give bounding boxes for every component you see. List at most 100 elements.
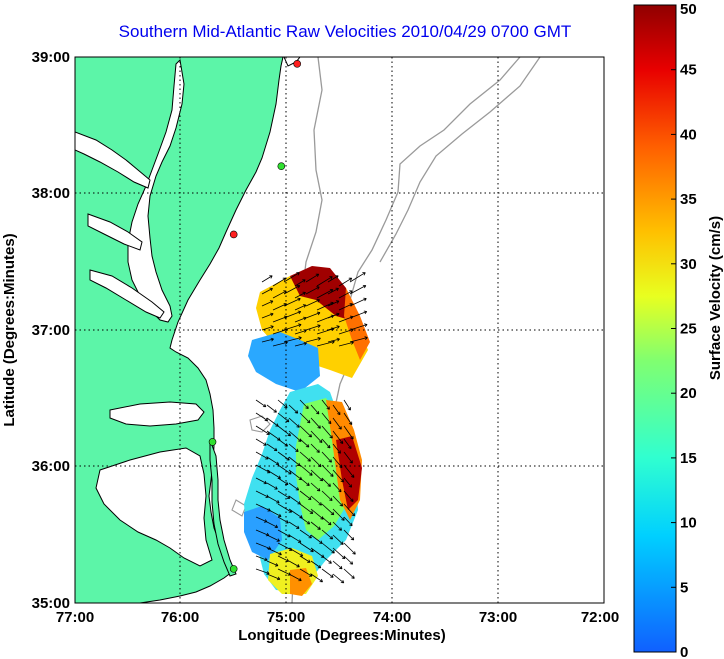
velocity-arrow: [277, 490, 291, 499]
velocity-arrow: [266, 534, 280, 542]
velocity-arrow: [321, 542, 335, 554]
velocity-arrow: [283, 284, 301, 295]
y-axis-ticks: 39:00 38:00 37:00 36:00 35:00: [32, 49, 70, 612]
velocity-arrow: [305, 273, 320, 283]
velocity-arrow: [288, 573, 302, 582]
velocity-arrow: [277, 425, 292, 437]
velocity-arrow: [321, 412, 332, 425]
velocity-arrow: [299, 542, 314, 553]
velocity-arrow: [321, 516, 332, 526]
velocity-arrow: [332, 430, 344, 445]
velocity-arrow: [321, 529, 334, 540]
velocity-arrow: [255, 477, 267, 485]
velocity-arrow: [294, 304, 307, 311]
velocity-arrow: [305, 286, 320, 295]
velocity-arrow: [299, 425, 312, 438]
velocity-arrow: [316, 276, 333, 287]
velocity-arrow: [261, 325, 274, 331]
velocity-arrow: [332, 404, 341, 416]
colorbar-tick-label: 15: [680, 450, 697, 467]
velocity-arrow: [332, 521, 343, 531]
y-tick-label: 37:00: [32, 322, 70, 339]
velocity-arrow: [321, 438, 331, 449]
velocity-arrow: [310, 573, 323, 583]
velocity-arrow: [294, 279, 306, 287]
velocity-arrow: [332, 495, 344, 507]
velocity-arrow: [332, 417, 342, 430]
velocity-arrow: [343, 490, 354, 502]
velocity-arrow: [349, 310, 368, 319]
radar-site-marker: [229, 230, 238, 239]
velocity-arrow: [288, 521, 300, 529]
rappahannock-river: [87, 213, 143, 251]
velocity-arrow: [343, 516, 353, 527]
velocity-arrow: [255, 438, 267, 446]
velocity-arrow: [310, 534, 323, 544]
velocity-arrow: [299, 399, 309, 409]
velocity-arrow: [255, 516, 268, 523]
velocity-arrow: [261, 312, 274, 319]
radar-site-marker: [293, 60, 301, 68]
velocity-arrow: [266, 443, 278, 452]
velocity-arrow: [266, 508, 282, 518]
velocity-arrow: [349, 272, 366, 283]
velocity-arrow: [266, 417, 279, 427]
velocity-arrow: [305, 337, 321, 343]
x-tick-label: 75:00: [267, 609, 305, 626]
velocity-arrow: [332, 560, 343, 570]
velocity-arrow: [343, 477, 353, 488]
x-axis-ticks: 77:00 76:00 75:00 74:00 73:00 72:00: [56, 609, 619, 626]
velocity-field: [244, 266, 370, 596]
velocity-arrow: [294, 316, 307, 323]
velocity-arrow: [327, 287, 339, 295]
velocity-arrow: [255, 412, 269, 422]
velocity-arrow: [277, 399, 288, 409]
velocity-arrow: [261, 275, 273, 283]
barrier-islands: [209, 439, 237, 577]
velocity-arrow: [343, 399, 351, 411]
bathymetry-contour-outer: [379, 57, 541, 263]
velocity-arrow: [338, 277, 353, 287]
velocity-arrow: [283, 272, 300, 283]
velocity-arrow: [299, 503, 314, 514]
x-axis-label: Longitude (Degrees:Minutes): [238, 627, 446, 644]
velocity-arrow: [277, 412, 290, 423]
x-tick-label: 73:00: [479, 609, 517, 626]
velocity-arrow: [255, 555, 268, 562]
velocity-arrow: [283, 336, 302, 343]
velocity-arrow: [332, 469, 344, 483]
velocity-arrow: [277, 516, 289, 524]
velocity-arrow: [288, 417, 300, 428]
velocity-arrow: [321, 399, 330, 410]
velocity-arrow: [327, 300, 340, 307]
velocity-arrow: [261, 287, 273, 295]
velocity-arrow: [299, 555, 311, 563]
velocity-arrow: [343, 464, 355, 478]
velocity-arrow: [343, 425, 354, 440]
velocity-arrow: [261, 300, 274, 307]
velocity-arrow: [310, 404, 320, 415]
velocity-arrow: [321, 477, 331, 487]
velocity-arrow: [277, 451, 290, 461]
y-axis-label: Latitude (Degrees:Minutes): [1, 233, 18, 426]
velocity-arrow: [321, 425, 333, 439]
colorbar-tick-label: 5: [680, 579, 688, 596]
velocity-vectors: [255, 272, 368, 584]
velocity-arrow: [310, 560, 322, 569]
velocity-arrow: [266, 482, 278, 490]
velocity-arrow: [310, 495, 322, 506]
colorbar-tick-label: 50: [680, 1, 697, 18]
velocity-arrow: [305, 299, 320, 307]
velocity-arrow: [288, 560, 300, 568]
velocity-arrow: [321, 451, 332, 463]
x-tick-label: 77:00: [56, 609, 94, 626]
y-tick-label: 36:00: [32, 458, 70, 475]
velocity-arrow: [299, 490, 312, 500]
velocity-arrow: [266, 560, 279, 567]
velocity-arrow: [294, 341, 307, 347]
velocity-arrow: [310, 482, 321, 492]
velocity-arrow: [283, 297, 301, 307]
velocity-arrow: [299, 451, 311, 462]
velocity-arrow: [332, 443, 341, 454]
